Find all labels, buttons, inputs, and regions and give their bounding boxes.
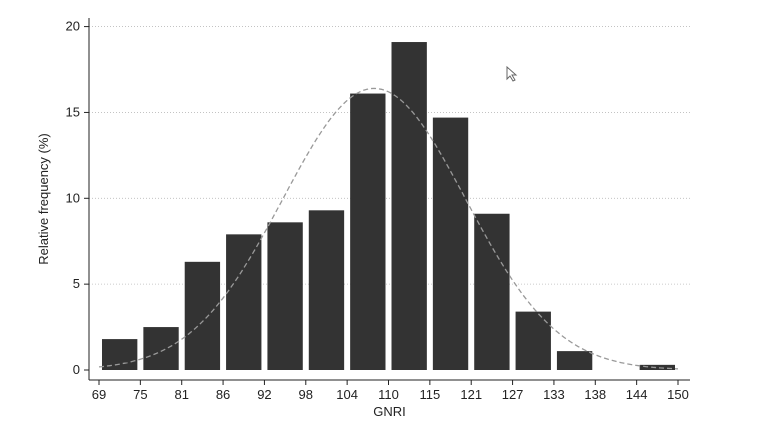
x-tick-label: 138	[584, 387, 606, 402]
histogram-bar	[556, 351, 593, 370]
x-tick-label: 133	[543, 387, 565, 402]
x-tick-label: 69	[92, 387, 106, 402]
histogram-bar	[267, 222, 303, 370]
y-axis-ticks: 0 5 10 15 20	[66, 19, 89, 377]
histogram-bar	[102, 339, 138, 370]
normal-curve	[98, 87, 679, 370]
y-tick-label: 15	[66, 104, 80, 119]
histogram-bar	[639, 364, 675, 370]
x-tick-label: 110	[378, 387, 399, 402]
histogram-bar	[432, 117, 469, 370]
histogram-bar	[226, 234, 262, 370]
x-tick-label: 92	[257, 387, 271, 402]
x-axis-title: GNRI	[373, 404, 406, 419]
y-tick-label: 5	[73, 276, 80, 291]
y-axis-title: Relative frequency (%)	[36, 133, 51, 265]
x-axis-ticks: 69 75 81 86 92 98 104 110 115 121 127 133 138 144 150	[92, 380, 689, 402]
x-tick-label: 127	[502, 387, 524, 402]
x-tick-label: 104	[336, 387, 358, 402]
x-tick-label: 86	[216, 387, 230, 402]
x-tick-label: 75	[133, 387, 147, 402]
y-tick-label: 10	[66, 190, 80, 205]
histogram-bar	[308, 210, 345, 370]
y-tick-label: 0	[73, 362, 80, 377]
bars	[102, 42, 675, 371]
histogram-bar	[474, 213, 510, 370]
y-tick-label: 20	[66, 19, 80, 34]
x-tick-label: 150	[667, 387, 689, 402]
histogram-bar	[391, 42, 427, 370]
x-tick-label: 81	[174, 387, 188, 402]
x-tick-label: 121	[460, 387, 482, 402]
mouse-cursor-icon	[506, 65, 518, 82]
histogram-bar	[143, 327, 179, 370]
histogram-bar	[350, 93, 386, 371]
grid-lines	[89, 26, 690, 285]
x-tick-label: 144	[626, 387, 648, 402]
x-tick-label: 115	[419, 387, 440, 402]
histogram-bar	[184, 261, 221, 370]
x-tick-label: 98	[299, 387, 313, 402]
